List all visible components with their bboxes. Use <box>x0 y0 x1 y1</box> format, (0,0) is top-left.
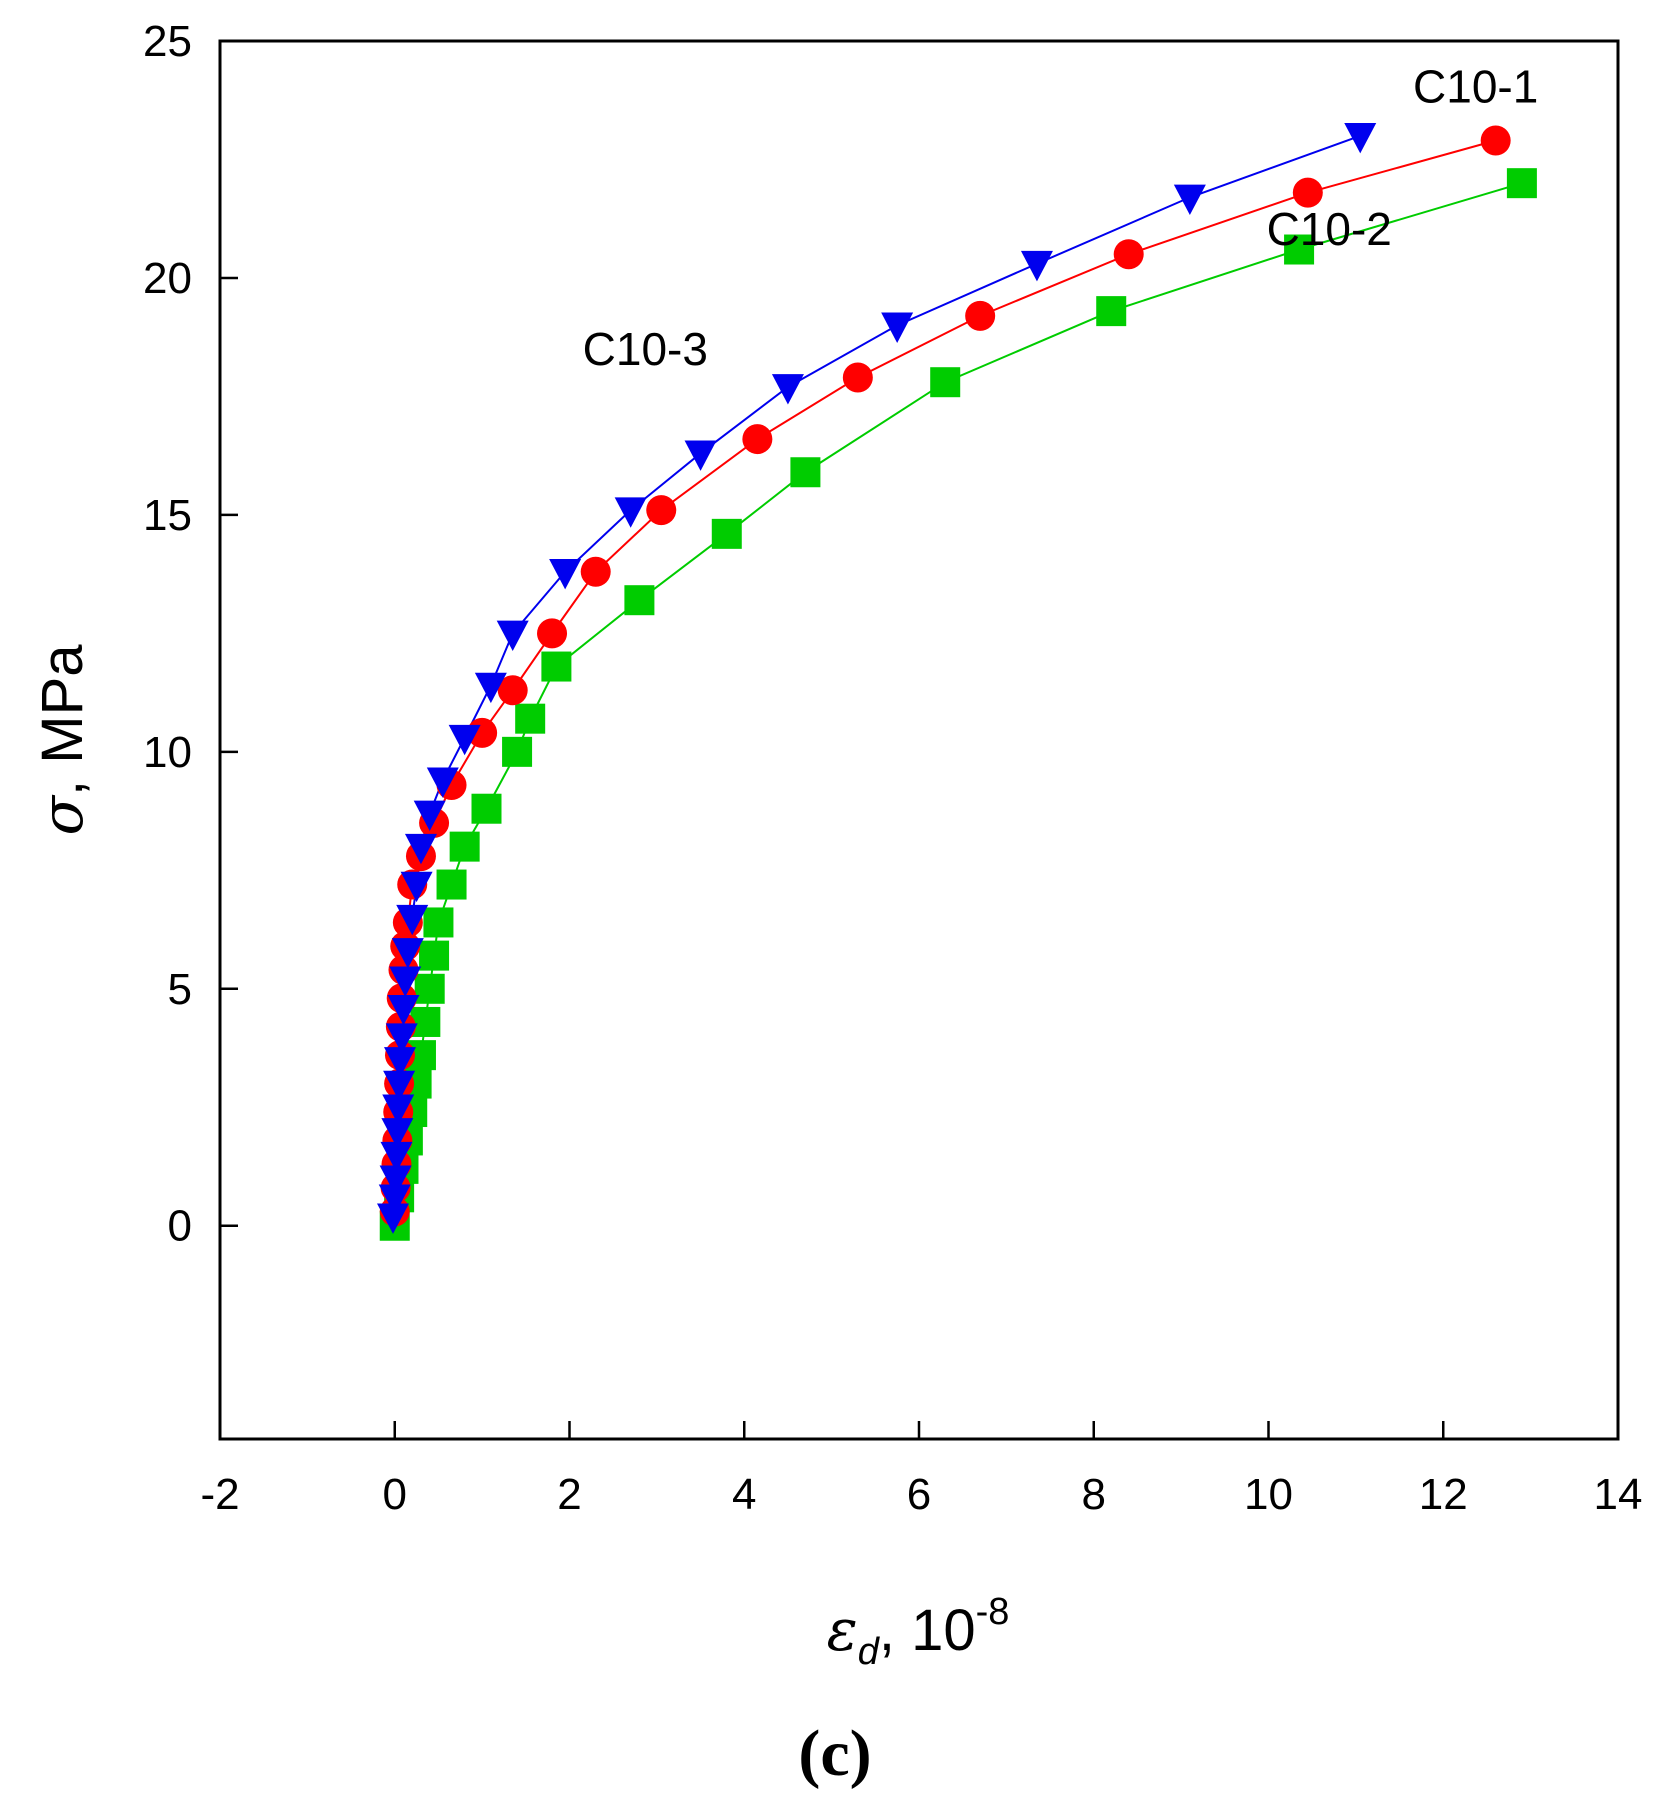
data-point-c10-3 <box>549 558 582 590</box>
series-markers <box>377 122 1537 1241</box>
data-point-c10-1 <box>1113 239 1144 270</box>
data-point-c10-3 <box>387 994 420 1026</box>
data-point-c10-2 <box>711 518 742 549</box>
data-point-c10-3 <box>413 800 446 832</box>
data-point-c10-3 <box>771 374 804 405</box>
data-point-c10-3 <box>378 1184 411 1215</box>
chart-labels: C10-1 C10-2 C10-3 <box>583 61 1539 375</box>
data-point-c10-3 <box>614 497 647 528</box>
x-axis-subscript: d <box>858 1631 881 1673</box>
data-point-c10-1 <box>646 495 677 526</box>
plot-frame <box>218 39 1620 1441</box>
x-tick-label: -2 <box>200 1470 239 1519</box>
data-point-c10-2 <box>414 973 445 1004</box>
data-point-c10-3 <box>404 833 437 865</box>
axis-ticks: -2 0 2 4 6 8 10 12 14 0 5 10 15 20 25 <box>143 17 1642 1519</box>
panel-label: (c) <box>798 1717 871 1790</box>
x-tick-label: 4 <box>732 1470 756 1519</box>
data-point-c10-1 <box>842 362 873 393</box>
series-label-c10-1: C10-1 <box>1413 61 1538 113</box>
x-axis-symbol: ε <box>827 1596 858 1664</box>
data-point-c10-3 <box>383 1047 416 1078</box>
data-point-c10-1 <box>742 424 773 455</box>
y-axis-symbol: σ <box>28 795 96 836</box>
x-axis-title: εd, 10-8 <box>827 1591 1010 1673</box>
data-point-c10-3 <box>400 871 433 903</box>
data-point-c10-3 <box>381 1118 414 1149</box>
data-point-c10-2 <box>449 831 480 862</box>
data-point-c10-3 <box>396 904 429 936</box>
data-point-c10-1 <box>497 675 528 706</box>
data-point-c10-3 <box>881 312 914 343</box>
data-point-c10-3 <box>385 1023 418 1054</box>
x-tick-label: 10 <box>1244 1470 1293 1519</box>
series-line-c10-2 <box>393 182 1523 1226</box>
data-point-c10-3 <box>391 938 424 969</box>
data-point-c10-2 <box>790 457 821 488</box>
series-label-c10-2: C10-2 <box>1267 203 1392 255</box>
data-point-c10-3 <box>448 724 481 756</box>
data-point-c10-3 <box>383 1070 416 1102</box>
data-point-c10-2 <box>423 907 454 938</box>
data-point-c10-1 <box>965 300 996 331</box>
x-tick-label: 14 <box>1594 1470 1643 1519</box>
data-point-c10-3 <box>380 1141 413 1173</box>
data-point-c10-1 <box>537 618 568 649</box>
data-point-c10-2 <box>436 869 467 900</box>
data-point-c10-2 <box>471 793 502 824</box>
y-tick-label: 5 <box>168 965 192 1014</box>
y-tick-label: 15 <box>143 491 192 540</box>
data-point-c10-2 <box>930 367 961 398</box>
data-point-c10-3 <box>382 1094 415 1125</box>
series-label-c10-3: C10-3 <box>583 323 708 375</box>
data-point-c10-3 <box>379 1165 412 1196</box>
series-line-c10-3 <box>392 134 1361 1217</box>
data-point-c10-3 <box>1020 250 1053 282</box>
x-tick-label: 2 <box>557 1470 581 1519</box>
data-point-c10-2 <box>1284 234 1315 265</box>
data-point-c10-2 <box>419 940 450 971</box>
data-point-c10-3 <box>496 620 529 651</box>
data-point-c10-1 <box>580 556 611 587</box>
x-axis-unit: , 10 <box>879 1598 976 1663</box>
data-point-c10-3 <box>474 672 507 704</box>
y-tick-label: 25 <box>143 17 192 66</box>
data-point-c10-3 <box>389 966 422 997</box>
data-point-c10-3 <box>684 440 717 471</box>
y-tick-label: 20 <box>143 254 192 303</box>
data-point-c10-3 <box>377 1203 410 1234</box>
data-point-c10-2 <box>541 651 572 682</box>
x-tick-label: 6 <box>907 1470 931 1519</box>
y-tick-label: 0 <box>168 1202 192 1251</box>
y-axis-title: σ, MPa <box>28 644 96 836</box>
y-tick-label: 10 <box>143 728 192 777</box>
data-point-c10-2 <box>515 703 546 734</box>
data-point-c10-1 <box>1292 177 1323 208</box>
data-point-c10-2 <box>1506 168 1537 199</box>
x-axis-exponent: -8 <box>976 1591 1010 1633</box>
x-tick-label: 8 <box>1082 1470 1106 1519</box>
y-axis-unit: , MPa <box>30 644 95 796</box>
data-point-c10-1 <box>1480 125 1511 156</box>
data-point-c10-2 <box>410 1006 441 1037</box>
data-point-c10-3 <box>426 767 459 798</box>
data-point-c10-3 <box>1344 122 1377 154</box>
data-point-c10-2 <box>1096 296 1127 327</box>
x-tick-label: 0 <box>383 1470 407 1519</box>
data-point-c10-2 <box>624 585 655 616</box>
data-point-c10-3 <box>1173 184 1206 215</box>
x-tick-label: 12 <box>1419 1470 1468 1519</box>
data-point-c10-2 <box>502 736 533 767</box>
